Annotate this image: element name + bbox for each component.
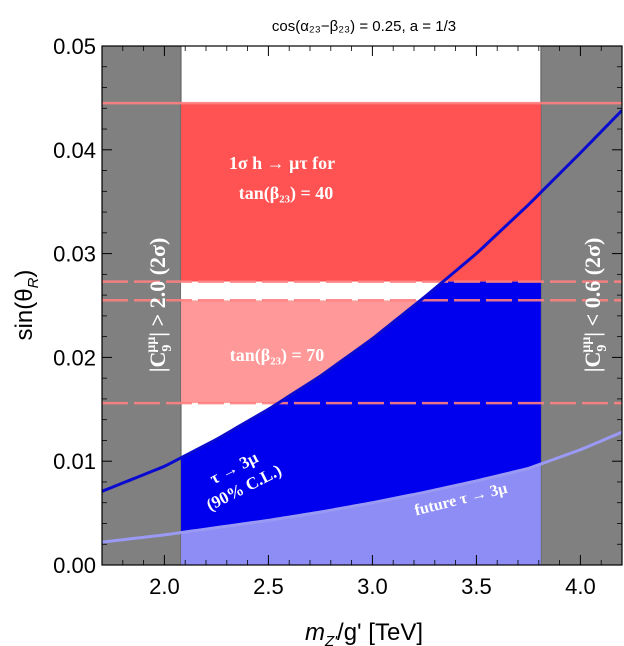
y-tick-label: 0.04 bbox=[53, 138, 96, 163]
y-axis-label-sub: R bbox=[25, 277, 42, 288]
right-excluded-label-end: | < 0.6 (2σ) bbox=[580, 238, 605, 337]
y-tick-label: 0.03 bbox=[53, 242, 96, 267]
left-excluded-label-sup: μμ bbox=[144, 337, 159, 353]
excluded-region-right bbox=[540, 46, 622, 565]
right-excluded-label: |C9μμ| < 0.6 (2σ) bbox=[579, 238, 610, 373]
right-excluded-label-main: |C bbox=[580, 352, 605, 373]
y-axis-label: sin(θR) bbox=[11, 270, 42, 341]
right-excluded-label-sup: μμ bbox=[579, 337, 594, 353]
left-excluded-label-end: | > 2.0 (2σ) bbox=[145, 238, 170, 337]
y-axis-label-main: sin(θ bbox=[11, 288, 38, 340]
x-axis-label-rest: /g' [TeV] bbox=[337, 619, 423, 646]
svg-text:|C9μμ| > 2.0 (2σ): |C9μμ| > 2.0 (2σ) bbox=[144, 238, 175, 373]
tan70-label: tan(β₂₃) = 70 bbox=[230, 345, 325, 366]
band-tan40 bbox=[181, 103, 541, 282]
svg-text:|C9μμ| < 0.6 (2σ): |C9μμ| < 0.6 (2σ) bbox=[579, 238, 610, 373]
y-tick-label: 0.01 bbox=[53, 449, 96, 474]
tan40-label-line2: tan(β₂₃) = 40 bbox=[239, 183, 334, 204]
y-tick-label: 0.05 bbox=[53, 34, 96, 59]
x-axis-label: mZ'/g' [TeV] bbox=[305, 619, 423, 646]
plot-frame bbox=[101, 45, 623, 566]
right-excluded-label-sub: 9 bbox=[595, 345, 610, 352]
x-tick-label: 2.5 bbox=[253, 574, 284, 599]
left-excluded-label-main: |C bbox=[145, 352, 170, 373]
left-excluded-label-sub: 9 bbox=[160, 345, 175, 352]
series-current-curve bbox=[102, 109, 622, 493]
y-axis-label-end: ) bbox=[11, 270, 38, 278]
x-tick-label: 3.5 bbox=[461, 574, 492, 599]
tan40-label-line1: 1σ h → μτ for bbox=[229, 153, 335, 173]
x-tick-label: 4.0 bbox=[565, 574, 596, 599]
x-tick-label: 2.0 bbox=[149, 574, 180, 599]
current-tau3mu-region bbox=[181, 281, 541, 533]
series-future-curve bbox=[102, 430, 622, 544]
svg-text:sin(θR): sin(θR) bbox=[11, 270, 42, 341]
x-axis-label-sub: Z' bbox=[324, 633, 338, 646]
y-tick-label: 0.02 bbox=[53, 345, 96, 370]
x-axis-label-main: m bbox=[305, 619, 325, 646]
future-tau3mu-region bbox=[181, 463, 541, 565]
left-excluded-label: |C9μμ| > 2.0 (2σ) bbox=[144, 238, 175, 373]
x-tick-label: 3.0 bbox=[357, 574, 388, 599]
band-gap bbox=[181, 281, 541, 301]
chart-title: cos(α₂₃−β₂₃) = 0.25, a = 1/3 bbox=[272, 18, 456, 35]
y-tick-label: 0.00 bbox=[53, 553, 96, 578]
